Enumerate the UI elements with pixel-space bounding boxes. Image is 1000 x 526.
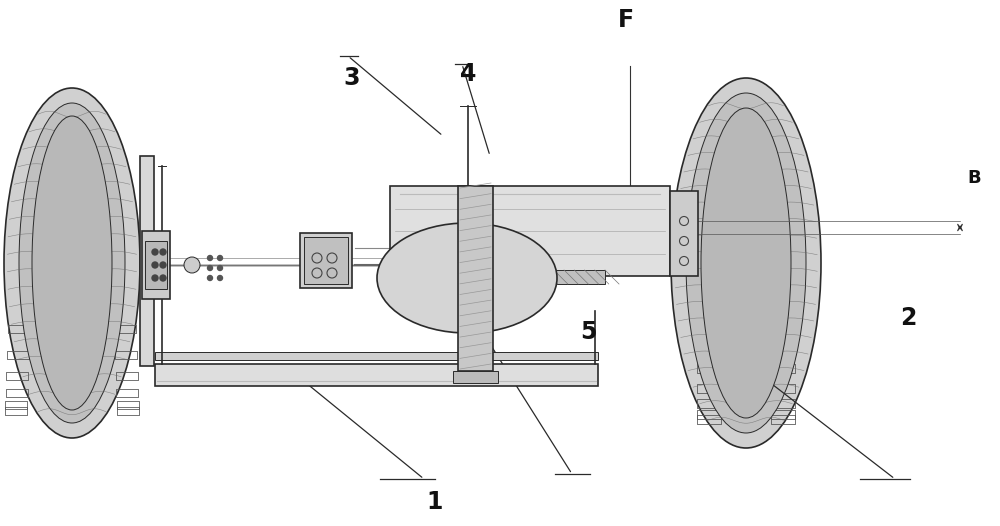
Bar [771,399,795,408]
Ellipse shape [671,78,821,448]
Ellipse shape [377,223,557,333]
Bar [771,340,795,349]
Bar [697,314,721,323]
Circle shape [152,249,158,255]
Bar [697,340,721,349]
Bar [453,371,498,383]
Ellipse shape [4,88,140,438]
Bar [6,389,28,397]
Bar [771,399,795,408]
Bar [697,399,721,408]
Bar [300,233,352,288]
Bar [6,372,28,380]
Circle shape [152,275,158,281]
Bar [771,410,795,419]
Text: 5: 5 [580,320,596,345]
Circle shape [160,262,166,268]
Bar [114,326,136,333]
Bar [116,372,138,380]
Bar [697,363,721,373]
Bar [115,351,137,359]
Text: 2: 2 [900,306,916,330]
Bar [140,156,154,366]
Bar [117,401,139,409]
Text: B: B [967,169,981,187]
Text: 3: 3 [344,66,360,90]
Bar [771,415,795,424]
Circle shape [218,276,222,280]
Bar [5,401,27,409]
Ellipse shape [701,108,791,418]
Circle shape [208,276,212,280]
Bar [116,389,138,397]
Bar [7,351,29,359]
Ellipse shape [32,116,112,410]
Bar [458,186,493,371]
Bar [155,352,598,360]
Bar [8,326,30,333]
Bar [771,314,795,323]
Bar [697,383,721,392]
Bar [8,326,30,333]
Text: 1: 1 [427,490,443,514]
Bar [670,191,698,276]
Bar [771,314,795,323]
Bar [5,407,27,415]
Bar [771,410,795,419]
Bar [697,314,721,323]
Bar [697,415,721,424]
Bar [6,372,28,380]
Bar [115,351,137,359]
Circle shape [152,262,158,268]
Bar [145,241,167,289]
Ellipse shape [686,93,806,433]
Bar [771,415,795,424]
Bar [771,363,795,373]
Circle shape [208,266,212,270]
Bar [7,351,29,359]
Circle shape [160,249,166,255]
Circle shape [160,275,166,281]
Bar [771,383,795,392]
Bar [116,372,138,380]
Bar [697,383,721,392]
Bar [390,270,605,284]
Bar [771,340,795,349]
Circle shape [208,256,212,260]
Text: 4: 4 [460,62,476,86]
Bar [142,231,170,299]
Circle shape [184,257,200,273]
Bar [117,407,139,415]
Ellipse shape [19,103,125,423]
Bar [304,237,348,284]
Bar [5,401,27,409]
Bar [771,363,795,373]
Bar [5,407,27,415]
Bar [697,399,721,408]
Circle shape [218,256,222,260]
Bar [117,407,139,415]
Bar [697,415,721,424]
Bar [771,383,795,392]
Bar [6,389,28,397]
Bar [117,401,139,409]
Bar [155,364,598,386]
Bar [697,340,721,349]
Bar [697,410,721,419]
Text: F: F [618,8,634,32]
Bar [114,326,136,333]
Bar [697,410,721,419]
Bar [390,186,670,276]
Bar [116,389,138,397]
Bar [697,363,721,373]
Circle shape [218,266,222,270]
